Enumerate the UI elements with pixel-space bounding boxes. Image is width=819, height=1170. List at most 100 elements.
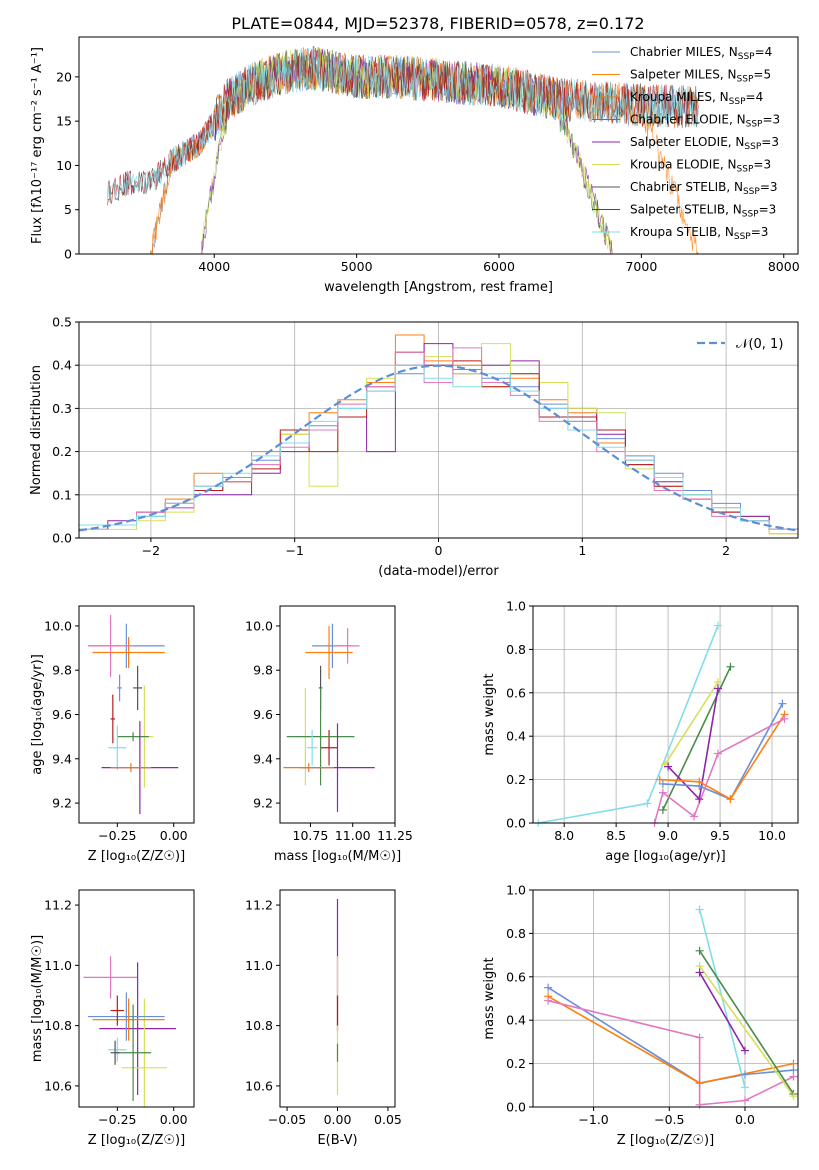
axes-frame bbox=[78, 889, 195, 1108]
x-tick-label: −0.25 bbox=[98, 828, 136, 843]
x-tick-label: 0 bbox=[435, 543, 443, 558]
x-tick-label: 7000 bbox=[625, 259, 657, 274]
axes-frame bbox=[78, 605, 195, 824]
y-tick-label: 9.8 bbox=[52, 663, 72, 678]
weight-line bbox=[698, 950, 795, 1095]
y-tick-label: 1.0 bbox=[506, 883, 526, 898]
x-tick-label: 10.0 bbox=[758, 828, 786, 843]
y-tick-label: 0.4 bbox=[506, 729, 526, 744]
y-tick-label: 15 bbox=[56, 114, 72, 129]
weight-line bbox=[662, 666, 732, 811]
legend-entry: Chabrier ELODIE, NSSP=3 bbox=[630, 113, 780, 130]
panel-age_vs_mass: 10.75 11.00 11.25 9.2 9.4 9.6 9.8 10.0 mass [log… bbox=[245, 605, 413, 864]
panel-age_vs_Z: −0.25 0.00 9.2 9.4 9.6 9.8 10.0 Z [log₁₀(Z/Z☉)]… bbox=[30, 605, 195, 864]
x-tick-label: 10.75 bbox=[293, 828, 329, 843]
y-axis-label: Flux [fλ10⁻¹⁷ erg cm⁻² s⁻¹ A⁻¹] bbox=[30, 47, 45, 244]
weight-line bbox=[698, 965, 795, 1097]
x-tick-label: 11.00 bbox=[335, 828, 371, 843]
y-tick-label: 0.8 bbox=[506, 642, 526, 657]
x-tick-label: 8000 bbox=[768, 259, 800, 274]
y-tick-label: 10.8 bbox=[44, 1018, 72, 1033]
y-axis-label: mass weight bbox=[482, 957, 497, 1039]
x-tick-label: −1.0 bbox=[578, 1112, 608, 1127]
y-axis-label: mass [log₁₀(M/M☉)] bbox=[30, 935, 45, 1062]
axes-frame bbox=[532, 605, 799, 824]
y-tick-label: 5 bbox=[64, 202, 72, 217]
plot-area bbox=[107, 45, 699, 254]
spectrum-line bbox=[107, 47, 699, 206]
x-tick-label: −0.5 bbox=[654, 1112, 684, 1127]
spectrum-line bbox=[107, 48, 699, 206]
x-axis-label: E(B-V) bbox=[317, 1133, 357, 1148]
y-tick-label: 11.0 bbox=[44, 958, 72, 973]
x-axis-label: mass [log₁₀(M/M☉)] bbox=[274, 849, 401, 864]
legend-entry: Chabrier STELIB, NSSP=3 bbox=[630, 180, 778, 197]
y-tick-label: 0.5 bbox=[52, 315, 72, 330]
figure-title: PLATE=0844, MJD=52378, FIBERID=0578, z=0… bbox=[231, 14, 644, 33]
y-tick-label: 11.0 bbox=[245, 958, 273, 973]
y-axis-label: Normed distribution bbox=[29, 365, 44, 495]
y-tick-label: 0.2 bbox=[506, 772, 526, 787]
x-tick-label: −1 bbox=[285, 543, 303, 558]
y-tick-label: 9.4 bbox=[52, 751, 72, 766]
weight-line bbox=[659, 714, 786, 801]
weight-line bbox=[664, 681, 719, 765]
normal-curve bbox=[79, 364, 798, 532]
x-tick-label: 1 bbox=[578, 543, 586, 558]
y-tick-label: 0.6 bbox=[506, 685, 526, 700]
legend-entry: 𝒩(0, 1) bbox=[736, 337, 783, 352]
y-tick-label: 0.4 bbox=[506, 1013, 526, 1028]
x-tick-label: 0.05 bbox=[374, 1112, 402, 1127]
plot-area bbox=[283, 623, 375, 812]
y-tick-label: 9.6 bbox=[253, 707, 273, 722]
x-tick-label: −0.05 bbox=[268, 1112, 306, 1127]
y-tick-label: 0.2 bbox=[506, 1056, 526, 1071]
x-tick-label: 0.00 bbox=[324, 1112, 352, 1127]
x-tick-label: 9.5 bbox=[710, 828, 730, 843]
x-tick-label: 11.25 bbox=[377, 828, 413, 843]
x-tick-label: 0.00 bbox=[160, 1112, 188, 1127]
legend-entry: Salpeter ELODIE, NSSP=3 bbox=[630, 135, 779, 152]
y-tick-label: 11.2 bbox=[44, 898, 72, 913]
weight-line bbox=[698, 972, 746, 1052]
y-tick-label: 0.4 bbox=[52, 358, 72, 373]
y-tick-label: 10.6 bbox=[245, 1078, 273, 1093]
plot-area bbox=[547, 909, 795, 1106]
x-tick-label: 6000 bbox=[483, 259, 515, 274]
x-tick-label: 8.0 bbox=[554, 828, 574, 843]
panel-mass_vs_Z: −0.25 0.00 10.6 10.8 11.0 11.2 Z [log₁₀(Z/Z☉)]… bbox=[30, 889, 195, 1148]
legend-entry: Chabrier MILES, NSSP=4 bbox=[630, 45, 772, 62]
x-tick-label: 0.0 bbox=[735, 1112, 755, 1127]
y-tick-label: 0.1 bbox=[52, 487, 72, 502]
x-axis-label: Z [log₁₀(Z/Z☉)] bbox=[88, 849, 185, 864]
axes-frame bbox=[532, 889, 799, 1108]
plot-area bbox=[79, 334, 798, 538]
plot-area bbox=[83, 956, 176, 1107]
y-tick-label: 9.4 bbox=[253, 751, 273, 766]
y-tick-label: 10.6 bbox=[44, 1078, 72, 1093]
y-tick-label: 0.3 bbox=[52, 401, 72, 416]
x-tick-label: 9.0 bbox=[658, 828, 678, 843]
x-axis-label: age [log₁₀(age/yr)] bbox=[605, 849, 726, 864]
axes-frame bbox=[78, 36, 799, 255]
plot-area bbox=[538, 625, 786, 823]
y-tick-label: 0.6 bbox=[506, 969, 526, 984]
plot-area bbox=[88, 614, 179, 815]
y-tick-label: 10.0 bbox=[44, 618, 72, 633]
y-axis-label: age [log₁₀(age/yr)] bbox=[30, 654, 45, 775]
y-tick-label: 9.2 bbox=[52, 796, 72, 811]
y-tick-label: 0.8 bbox=[506, 926, 526, 941]
y-tick-label: 11.2 bbox=[245, 898, 273, 913]
x-tick-label: 5000 bbox=[341, 259, 373, 274]
y-tick-label: 10 bbox=[56, 158, 72, 173]
histogram-step bbox=[79, 364, 798, 538]
panel-massweight_vs_Z: −1.0 −0.5 0.0 0.0 0.2 0.4 0.6 0.8 1.0 Z [log₁₀(Z/… bbox=[482, 883, 799, 1148]
y-tick-label: 9.8 bbox=[253, 663, 273, 678]
y-tick-label: 20 bbox=[56, 69, 72, 84]
x-tick-label: 2 bbox=[722, 543, 730, 558]
panel-residuals: 𝒩(0, 1) −2 −1 0 1 2 0.0 0.1 0.2 0.3 0.4 0.5 (data-mo… bbox=[29, 315, 799, 579]
panel-massweight_vs_age: 8.0 8.5 9.0 9.5 10.0 0.0 0.2 0.4 0.6 0.8 1.0 age [l… bbox=[482, 599, 799, 864]
x-tick-label: −0.25 bbox=[98, 1112, 136, 1127]
